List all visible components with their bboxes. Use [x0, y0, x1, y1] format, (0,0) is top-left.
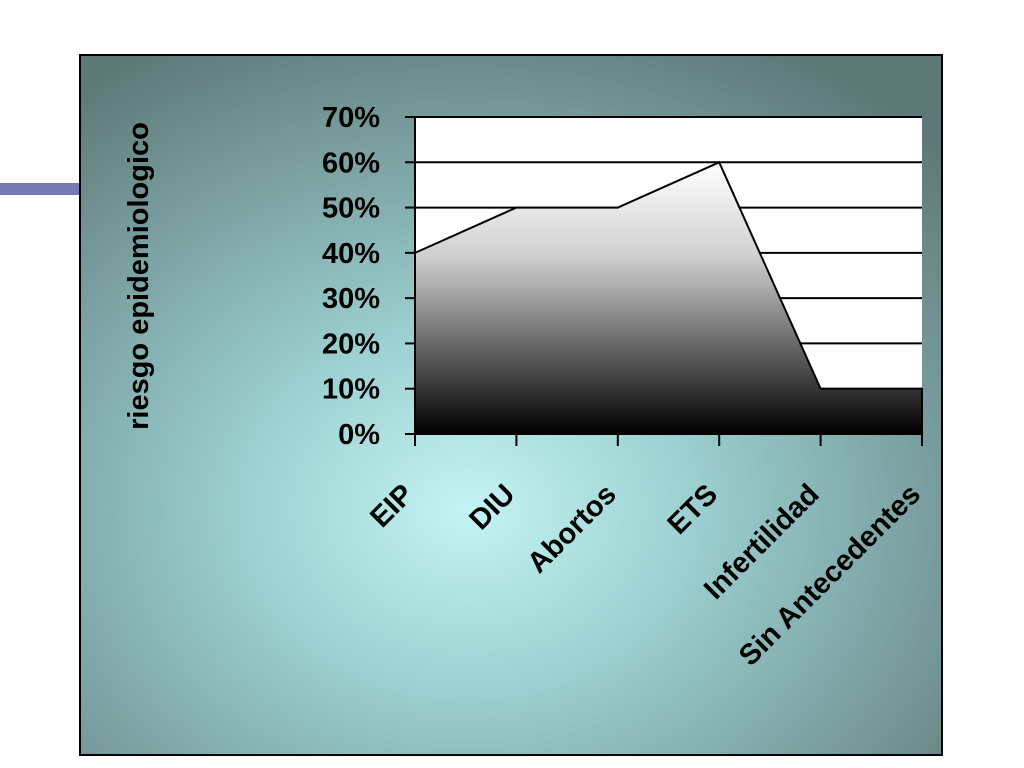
y-tick-label: 50% — [322, 193, 380, 225]
y-tick-label: 0% — [338, 419, 380, 451]
y-tick-label: 20% — [322, 328, 380, 360]
decor-bar — [0, 183, 80, 195]
y-axis-title: riesgo epidemiologico — [123, 122, 155, 430]
y-tick-label: 70% — [322, 102, 380, 134]
y-tick-label: 40% — [322, 238, 380, 270]
y-tick-label: 60% — [322, 147, 380, 179]
y-tick-label: 10% — [322, 374, 380, 406]
y-tick-label: 30% — [322, 283, 380, 315]
